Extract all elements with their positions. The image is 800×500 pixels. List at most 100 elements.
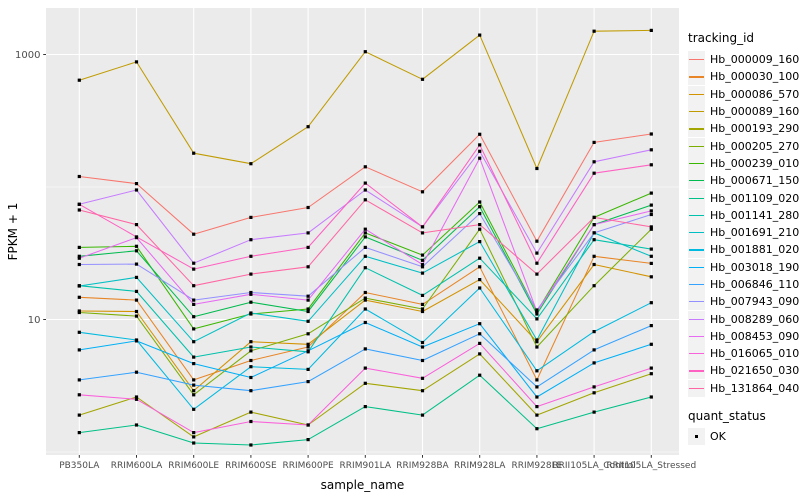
data-point [77,245,81,249]
data-point [192,298,196,302]
legend-key [688,154,705,172]
legend-key [688,51,705,69]
data-point [363,347,367,351]
data-point [249,300,253,304]
data-point [249,311,253,315]
data-point [192,327,196,331]
data-point [420,302,425,306]
data-point [306,298,310,302]
data-point [478,200,482,204]
data-point [306,345,310,349]
x-tick-label: RRIM928BA [396,461,449,471]
data-point [363,181,367,185]
legend-item-Hb_001141_280: Hb_001141_280 [688,206,800,224]
legend-key [688,120,705,138]
data-point [363,50,367,54]
data-point [192,393,196,397]
legend-key-line [689,232,704,234]
legend-item-Hb_000239_010: Hb_000239_010 [688,154,800,172]
data-point [649,372,653,376]
legend-key-line [689,214,704,216]
data-point [249,443,253,447]
data-point [649,212,653,217]
data-point [134,298,139,302]
legend-item-label: Hb_000205_270 [710,139,800,153]
data-point [535,413,539,417]
plot-panel [46,8,679,455]
data-point [649,366,653,370]
legend-key-line [689,128,704,130]
data-point [592,391,596,395]
data-point [192,407,196,411]
data-point [134,289,139,293]
data-point [535,166,539,171]
data-point [134,262,139,266]
data-point [478,156,482,160]
data-point [192,435,196,439]
legend-item-Hb_001881_020: Hb_001881_020 [688,241,800,259]
data-point [592,160,596,164]
data-point [77,254,81,258]
legend-item-Hb_008453_090: Hb_008453_090 [688,327,800,345]
legend-item-label: Hb_016065_010 [710,347,800,361]
data-point [306,125,310,129]
data-point [535,261,539,265]
data-point [306,438,310,442]
legend-key [688,258,705,276]
data-point [134,309,139,314]
legend-item-label: Hb_131864_040 [710,381,800,395]
quant-legend-key [688,428,705,446]
data-point [134,339,139,343]
data-point [249,162,253,166]
data-point [192,267,196,271]
data-point [77,202,81,206]
y-axis-title: FPKM + 1 [6,203,20,261]
data-point [649,28,653,32]
legend-key-line [689,111,704,113]
data-point [420,258,425,262]
data-point [478,143,482,147]
data-point [592,29,596,33]
data-point [249,349,253,353]
data-point [306,332,310,336]
data-point [420,307,425,311]
data-point [478,352,482,356]
data-point [192,389,196,393]
data-point [134,397,139,401]
data-point [77,284,81,288]
legend-item-label: Hb_001691_210 [710,226,800,240]
legend-item-label: Hb_000089_160 [710,105,800,119]
legend-key-line [689,145,704,147]
data-point [420,376,425,380]
data-point [420,413,425,417]
data-point [592,223,596,227]
legend-key [688,103,705,121]
data-point [77,431,81,435]
data-point [420,225,425,229]
data-point [249,290,253,295]
data-point [363,198,367,202]
data-point [478,240,482,244]
legend-key [688,206,705,224]
data-point [134,423,139,427]
data-point [478,256,482,260]
data-point [649,148,653,152]
legend-key-line [689,284,704,286]
data-point [363,165,367,169]
data-point [77,310,81,315]
data-point [77,208,81,212]
legend-item-label: Hb_001141_280 [710,208,800,222]
data-point [134,275,139,279]
x-tick-label: RRIM600LA [111,461,163,471]
data-point [134,182,139,186]
data-point [363,227,367,231]
data-point [478,132,482,136]
data-point [420,77,425,81]
data-point [249,340,253,344]
legend-item-Hb_000193_290: Hb_000193_290 [688,120,800,138]
legend-key [688,85,705,103]
data-point [306,367,310,371]
legend-key [688,327,705,345]
legend-item-Hb_021650_030: Hb_021650_030 [688,362,800,380]
data-point [535,340,539,344]
